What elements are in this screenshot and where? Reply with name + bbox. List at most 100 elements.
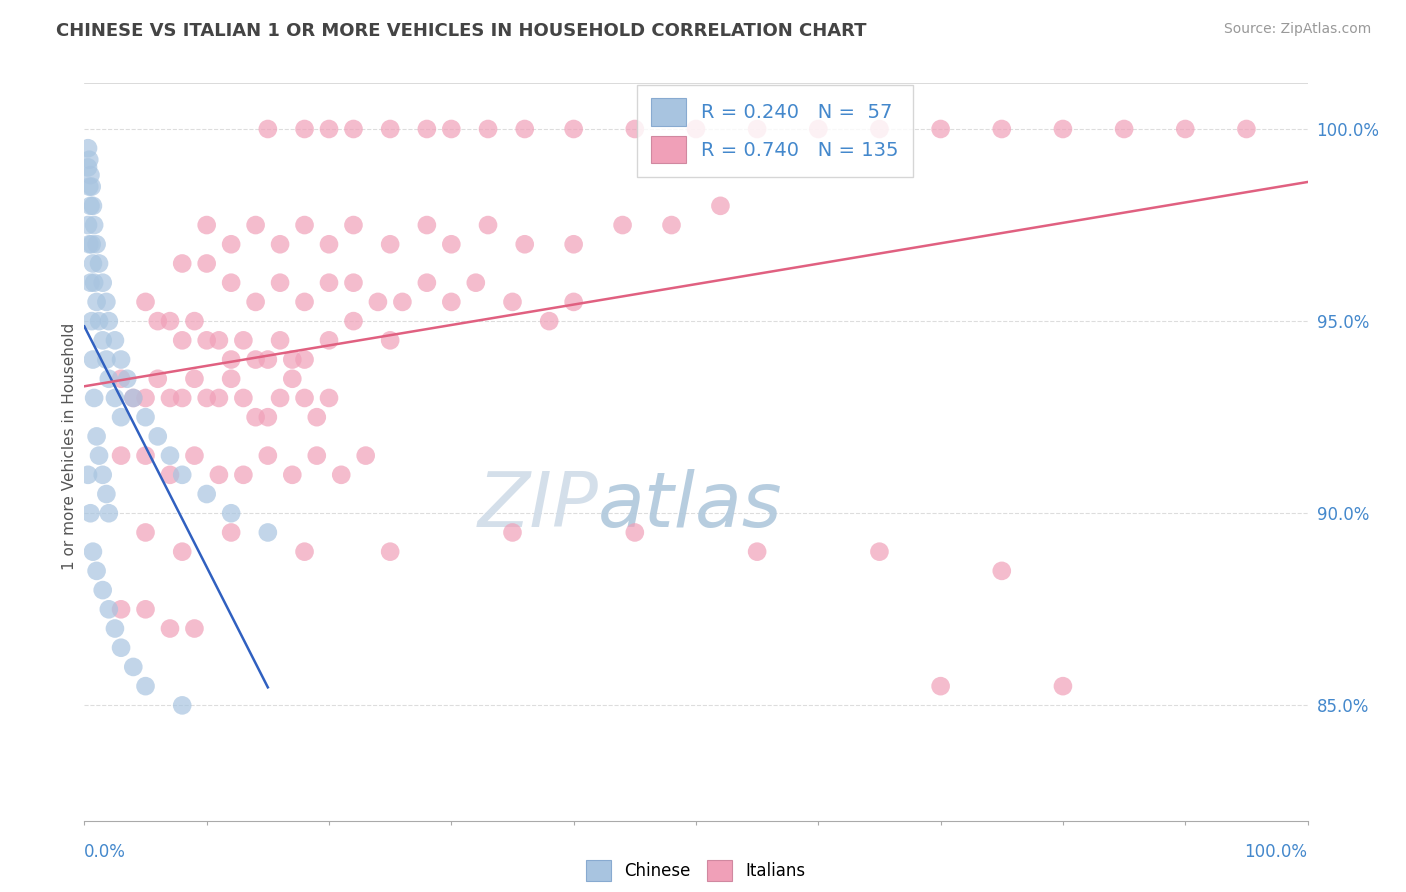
Point xyxy=(281,352,304,367)
Point xyxy=(77,237,100,252)
Point xyxy=(502,525,524,540)
Point xyxy=(502,294,524,309)
Point xyxy=(257,525,280,540)
Point xyxy=(269,391,291,405)
Point xyxy=(380,334,402,348)
Point xyxy=(219,525,242,540)
Point xyxy=(159,467,181,482)
Point xyxy=(330,467,353,482)
Point xyxy=(219,276,242,290)
Point xyxy=(91,276,114,290)
Point xyxy=(79,168,101,182)
Point xyxy=(135,525,157,540)
Point xyxy=(135,602,157,616)
Point xyxy=(991,564,1014,578)
Point xyxy=(477,218,499,232)
Point xyxy=(232,334,254,348)
Point xyxy=(232,391,254,405)
Point xyxy=(219,352,242,367)
Point xyxy=(624,122,647,136)
Point xyxy=(416,276,439,290)
Point xyxy=(294,122,316,136)
Point xyxy=(342,122,364,136)
Point xyxy=(1052,679,1074,693)
Point xyxy=(96,487,118,501)
Point xyxy=(135,449,157,463)
Text: atlas: atlas xyxy=(598,469,783,543)
Point xyxy=(172,467,194,482)
Point xyxy=(318,391,340,405)
Point xyxy=(245,294,267,309)
Point xyxy=(83,391,105,405)
Point xyxy=(104,622,127,636)
Point xyxy=(104,334,127,348)
Point xyxy=(183,372,205,386)
Point xyxy=(294,294,316,309)
Point xyxy=(709,199,731,213)
Point xyxy=(135,679,157,693)
Point xyxy=(257,122,280,136)
Point xyxy=(135,294,157,309)
Point xyxy=(195,487,218,501)
Point xyxy=(747,544,769,558)
Point xyxy=(172,391,194,405)
Point xyxy=(257,449,280,463)
Point xyxy=(183,314,205,328)
Point xyxy=(440,237,463,252)
Point xyxy=(305,410,328,425)
Point xyxy=(869,544,891,558)
Point xyxy=(929,122,952,136)
Point xyxy=(82,256,104,270)
Text: ZIP: ZIP xyxy=(477,469,598,543)
Point xyxy=(685,122,707,136)
Point xyxy=(135,391,157,405)
Point xyxy=(80,314,103,328)
Point xyxy=(538,314,561,328)
Point xyxy=(380,122,402,136)
Point xyxy=(172,698,194,713)
Point xyxy=(97,506,120,520)
Point xyxy=(342,276,364,290)
Point xyxy=(77,218,100,232)
Point xyxy=(1052,122,1074,136)
Point xyxy=(464,276,486,290)
Text: 0.0%: 0.0% xyxy=(84,843,127,861)
Point xyxy=(159,449,181,463)
Point xyxy=(97,314,120,328)
Point xyxy=(110,410,132,425)
Point xyxy=(513,122,536,136)
Point xyxy=(391,294,413,309)
Point xyxy=(1114,122,1136,136)
Point xyxy=(115,372,138,386)
Legend: R = 0.240   N =  57, R = 0.740   N = 135: R = 0.240 N = 57, R = 0.740 N = 135 xyxy=(637,85,912,177)
Point xyxy=(83,276,105,290)
Point xyxy=(172,334,194,348)
Point xyxy=(104,391,127,405)
Point xyxy=(77,467,100,482)
Point xyxy=(294,218,316,232)
Point xyxy=(183,622,205,636)
Point xyxy=(342,218,364,232)
Point xyxy=(77,179,100,194)
Point xyxy=(110,449,132,463)
Point xyxy=(257,352,280,367)
Point xyxy=(79,276,101,290)
Point xyxy=(869,122,891,136)
Point xyxy=(96,294,118,309)
Point xyxy=(79,506,101,520)
Point xyxy=(86,294,108,309)
Point xyxy=(146,429,169,443)
Point xyxy=(269,334,291,348)
Point xyxy=(219,237,242,252)
Point xyxy=(380,544,402,558)
Point xyxy=(562,294,585,309)
Point xyxy=(208,334,231,348)
Point xyxy=(991,122,1014,136)
Point xyxy=(318,276,340,290)
Point xyxy=(146,372,169,386)
Point xyxy=(281,372,304,386)
Point xyxy=(219,506,242,520)
Point xyxy=(342,314,364,328)
Point xyxy=(747,122,769,136)
Point xyxy=(562,122,585,136)
